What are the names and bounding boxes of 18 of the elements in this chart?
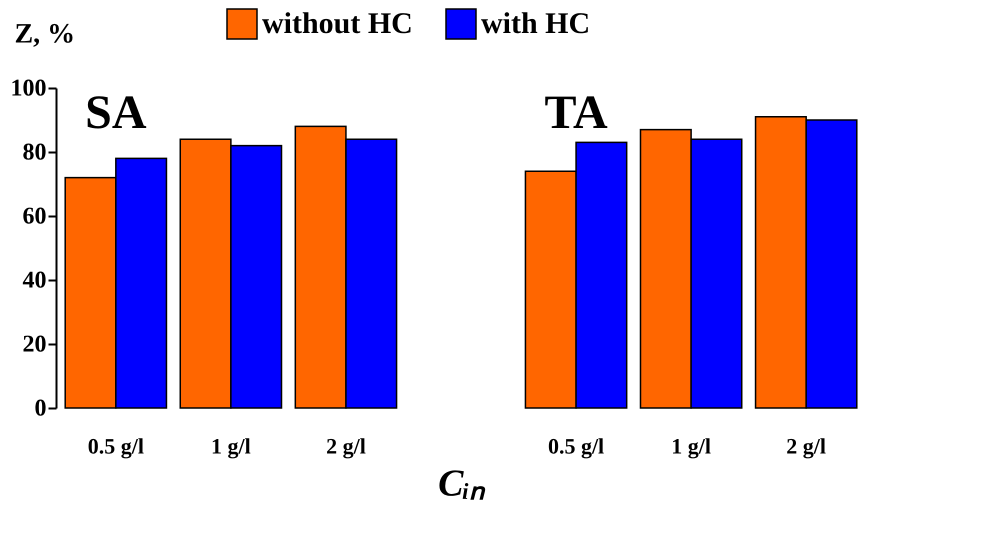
y-tick-label: 0: [34, 396, 46, 422]
y-tick-label: 80: [22, 140, 46, 166]
y-tick-label: 20: [22, 332, 46, 358]
x-tick-label: 0.5 g/l: [88, 434, 144, 458]
x-tick-label: 1 g/l: [211, 434, 251, 458]
legend-label: with HC: [481, 7, 590, 40]
x-tick-label: 1 g/l: [671, 434, 711, 458]
annotation: TA: [544, 86, 608, 139]
x-tick-label: 0.5 g/l: [548, 434, 604, 458]
x-tick-label: 2 g/l: [326, 434, 366, 458]
y-tick-label: 40: [22, 268, 46, 294]
legend-label: without HC: [262, 7, 413, 40]
y-tick-label: 60: [22, 204, 46, 230]
x-tick-label: 2 g/l: [786, 434, 826, 458]
annotation: SA: [85, 86, 147, 139]
y-axis-title: Z, %: [14, 18, 76, 50]
x-axis-title: Cᵢₙ: [438, 462, 486, 504]
y-tick-label: 100: [10, 76, 46, 102]
